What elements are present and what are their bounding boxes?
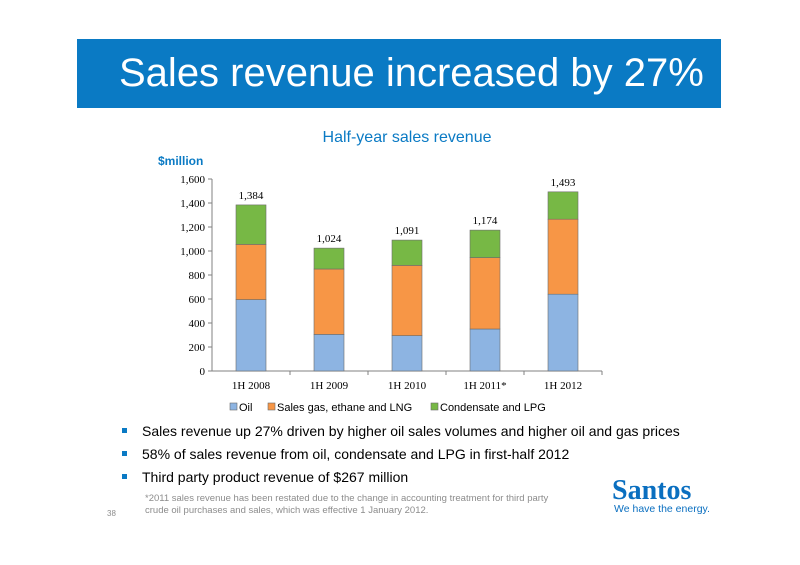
bullet-item: Third party product revenue of $267 mill…: [122, 469, 680, 492]
bar-total-label: 1,091: [395, 225, 420, 237]
bar-segment-condensate: [391, 239, 423, 266]
bar-segment-gas: [469, 257, 501, 330]
bar-segment-oil: [391, 335, 423, 372]
page-number: 38: [107, 509, 116, 518]
title-band: Sales revenue increased by 27%: [77, 39, 721, 108]
y-tick-label: 1,600: [180, 174, 205, 186]
y-tick-label: 600: [189, 294, 206, 306]
legend-label: Oil: [239, 402, 252, 414]
bullet-text: Third party product revenue of $267 mill…: [142, 469, 409, 485]
chart-title: Half-year sales revenue: [323, 129, 492, 146]
bar-segment-gas: [391, 265, 423, 336]
bar-total-label: 1,174: [473, 215, 498, 227]
y-tick-label: 0: [200, 366, 206, 378]
bar-segment-oil: [313, 334, 345, 372]
bar-total-label: 1,493: [551, 177, 576, 189]
bullet-item: 58% of sales revenue from oil, condensat…: [122, 446, 680, 469]
bar-segment-condensate: [313, 247, 345, 270]
legend-label: Condensate and LPG: [440, 402, 546, 414]
bar-segment-condensate: [547, 191, 579, 220]
bar-total-label: 1,024: [317, 233, 342, 245]
x-tick-label: 1H 2008: [232, 380, 271, 392]
legend-label: Sales gas, ethane and LNG: [277, 402, 412, 414]
slide-title: Sales revenue increased by 27%: [119, 51, 704, 95]
bar-segment-oil: [235, 299, 267, 372]
bar-segment-condensate: [235, 204, 267, 245]
bullet-list: Sales revenue up 27% driven by higher oi…: [122, 423, 680, 492]
y-tick-label: 1,400: [180, 198, 205, 210]
logo-tagline: We have the energy.: [614, 503, 710, 515]
bullet-text: Sales revenue up 27% driven by higher oi…: [142, 423, 680, 439]
bar-segment-gas: [235, 244, 267, 300]
bar-total-label: 1,384: [239, 190, 264, 202]
legend-swatch: [229, 402, 238, 411]
bullet-square-icon: [122, 451, 127, 456]
bullet-item: Sales revenue up 27% driven by higher oi…: [122, 423, 680, 446]
bullet-square-icon: [122, 428, 127, 433]
stacked-bar-chart: Half-year sales revenue $million 0 200 400 60…: [158, 129, 603, 414]
x-tick-label: 1H 2009: [310, 380, 349, 392]
legend-swatch: [430, 402, 439, 411]
y-tick-label: 800: [189, 270, 206, 282]
bar-segment-gas: [313, 268, 345, 335]
x-tick-label: 1H 2011*: [463, 380, 506, 392]
santos-logo: Santos We have the energy.: [612, 477, 722, 517]
y-tick-label: 1,200: [180, 222, 205, 234]
footnote: *2011 sales revenue has been restated du…: [145, 493, 549, 516]
bar-segment-gas: [547, 218, 579, 295]
y-axis-unit-label: $million: [158, 154, 203, 168]
bullet-text: 58% of sales revenue from oil, condensat…: [142, 446, 570, 462]
y-tick-label: 200: [189, 342, 206, 354]
x-tick-label: 1H 2010: [388, 380, 427, 392]
legend-swatch: [267, 402, 276, 411]
logo-wordmark: Santos: [612, 475, 692, 506]
bar-segment-condensate: [469, 229, 501, 258]
y-tick-label: 1,000: [180, 246, 205, 258]
bar-segment-oil: [469, 328, 501, 372]
bullet-square-icon: [122, 474, 127, 479]
bar-segment-oil: [547, 293, 579, 372]
x-tick-label: 1H 2012: [544, 380, 582, 392]
y-tick-label: 400: [189, 318, 206, 330]
